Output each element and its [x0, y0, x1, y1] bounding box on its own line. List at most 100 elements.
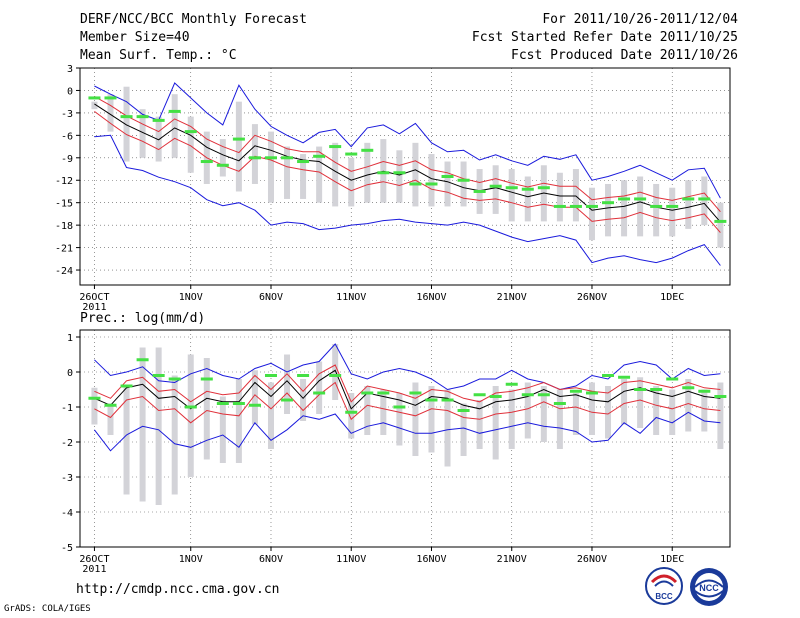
- prec-marker: [200, 377, 213, 381]
- prec-ensemble-box: [508, 389, 515, 449]
- temp-ensemble-box: [717, 202, 724, 248]
- temp-marker: [200, 160, 213, 164]
- temp-ensemble-box: [685, 180, 692, 229]
- prec-ensemble-box: [524, 382, 531, 439]
- prec-y-tick-label: -2: [61, 438, 73, 449]
- temp-marker: [264, 156, 277, 160]
- prec-marker: [104, 403, 117, 407]
- prec-marker: [505, 382, 518, 386]
- prec-mean-line: [94, 369, 721, 410]
- prec-marker: [489, 395, 502, 398]
- temp-marker: [473, 189, 486, 193]
- prec-ensemble-box: [171, 375, 178, 495]
- prec-ensemble-box: [139, 347, 146, 502]
- prec-marker: [409, 391, 422, 395]
- prec-marker: [650, 388, 663, 391]
- prec-marker: [457, 409, 470, 412]
- temp-ensemble-box: [492, 165, 499, 214]
- temp-marker: [104, 96, 117, 100]
- prec-frame: [79, 329, 731, 548]
- prec-marker: [120, 384, 133, 388]
- prec-ensemble-box: [380, 389, 387, 435]
- prec-marker: [666, 377, 679, 381]
- temp-marker: [281, 156, 294, 160]
- prec-marker: [377, 391, 390, 395]
- prec-ensemble-box: [605, 386, 612, 439]
- prec-y-tick-label: -5: [61, 543, 73, 554]
- temp-marker: [537, 186, 550, 190]
- prec-y-tick-label: 1: [67, 333, 73, 344]
- prec-ensemble-box: [284, 354, 291, 414]
- prec-x-tick-label: 16NOV: [416, 554, 446, 565]
- temp-ensemble-box: [524, 176, 531, 222]
- temp-ensemble-box: [235, 101, 242, 192]
- temp-marker: [553, 204, 566, 208]
- temp-ensemble-box: [669, 187, 676, 237]
- temp-marker: [618, 197, 631, 201]
- temp-ensemble-box: [300, 154, 307, 199]
- prec-marker: [281, 398, 294, 402]
- prec-ensemble-box: [219, 396, 226, 463]
- prec-ensemble-box: [556, 389, 563, 449]
- temp-mean-line: [94, 103, 721, 223]
- temp-ensemble-box: [123, 86, 130, 162]
- prec-ensemble-box: [412, 382, 419, 456]
- prec-ensemble-box: [364, 386, 371, 435]
- prec-x-tick-label: 26NOV: [577, 554, 607, 565]
- temp-ensemble-box: [460, 161, 467, 207]
- temp-marker: [698, 197, 711, 201]
- prec-marker: [136, 358, 149, 362]
- prec-marker: [569, 389, 582, 393]
- prec-marker: [698, 389, 711, 393]
- prec-marker: [168, 377, 181, 381]
- prec-marker: [441, 398, 454, 402]
- temp-y-tick-label: -12: [55, 176, 73, 187]
- temp-marker: [505, 186, 518, 190]
- temp-marker: [457, 178, 470, 182]
- temp-marker: [602, 201, 615, 205]
- prec-ensemble-box: [492, 386, 499, 460]
- temp-x-tick-label: 1DEC: [660, 292, 684, 303]
- prec-ensemble-box: [267, 382, 274, 449]
- prec-marker: [361, 391, 374, 395]
- prec-ensemble-box: [187, 354, 194, 477]
- temp-marker: [120, 115, 133, 119]
- temp-marker: [297, 160, 310, 164]
- temp-marker: [377, 171, 390, 175]
- prec-ensemble-box: [332, 344, 339, 400]
- temp-ensemble-box: [139, 109, 146, 158]
- prec-marker: [184, 405, 197, 409]
- prec-marker: [88, 396, 101, 400]
- temp-ensemble-box: [701, 176, 708, 226]
- prec-upper-line: [94, 364, 721, 403]
- grads-credit: GrADS: COLA/IGES: [4, 604, 91, 614]
- prec-ensemble-box: [685, 379, 692, 432]
- prec-min-line: [94, 411, 721, 452]
- temp-marker: [184, 130, 197, 134]
- prec-marker: [585, 391, 598, 395]
- prec-marker: [537, 393, 550, 397]
- prec-marker: [714, 395, 727, 398]
- temp-ensemble-box: [171, 94, 178, 158]
- temp-upper-line: [94, 95, 721, 213]
- prec-ensemble-box: [621, 379, 628, 425]
- temp-ensemble-box: [107, 94, 114, 132]
- temp-ensemble-box: [605, 183, 612, 237]
- prec-ensemble-box: [123, 386, 130, 495]
- prec-y-tick-label: -3: [61, 473, 73, 484]
- temp-marker: [232, 137, 245, 141]
- temp-ensemble-box: [364, 142, 371, 203]
- prec-x-tick-label: 11NOV: [336, 554, 366, 565]
- prec-ensemble-box: [572, 393, 579, 435]
- temp-marker: [313, 154, 326, 158]
- start-ref-date: Fcst Started Refer Date 2011/10/25: [471, 30, 738, 45]
- prec-x-tick-label: 1NOV: [179, 554, 203, 565]
- temp-marker: [489, 184, 502, 188]
- prec-ensemble-box: [637, 377, 644, 428]
- temp-x-tick-label: 11NOV: [336, 292, 366, 303]
- website-url[interactable]: http://cmdp.ncc.cma.gov.cn: [76, 582, 280, 597]
- temp-marker: [682, 197, 695, 201]
- prec-ensemble-box: [701, 389, 708, 432]
- temp-x-tick-label: 16NOV: [416, 292, 446, 303]
